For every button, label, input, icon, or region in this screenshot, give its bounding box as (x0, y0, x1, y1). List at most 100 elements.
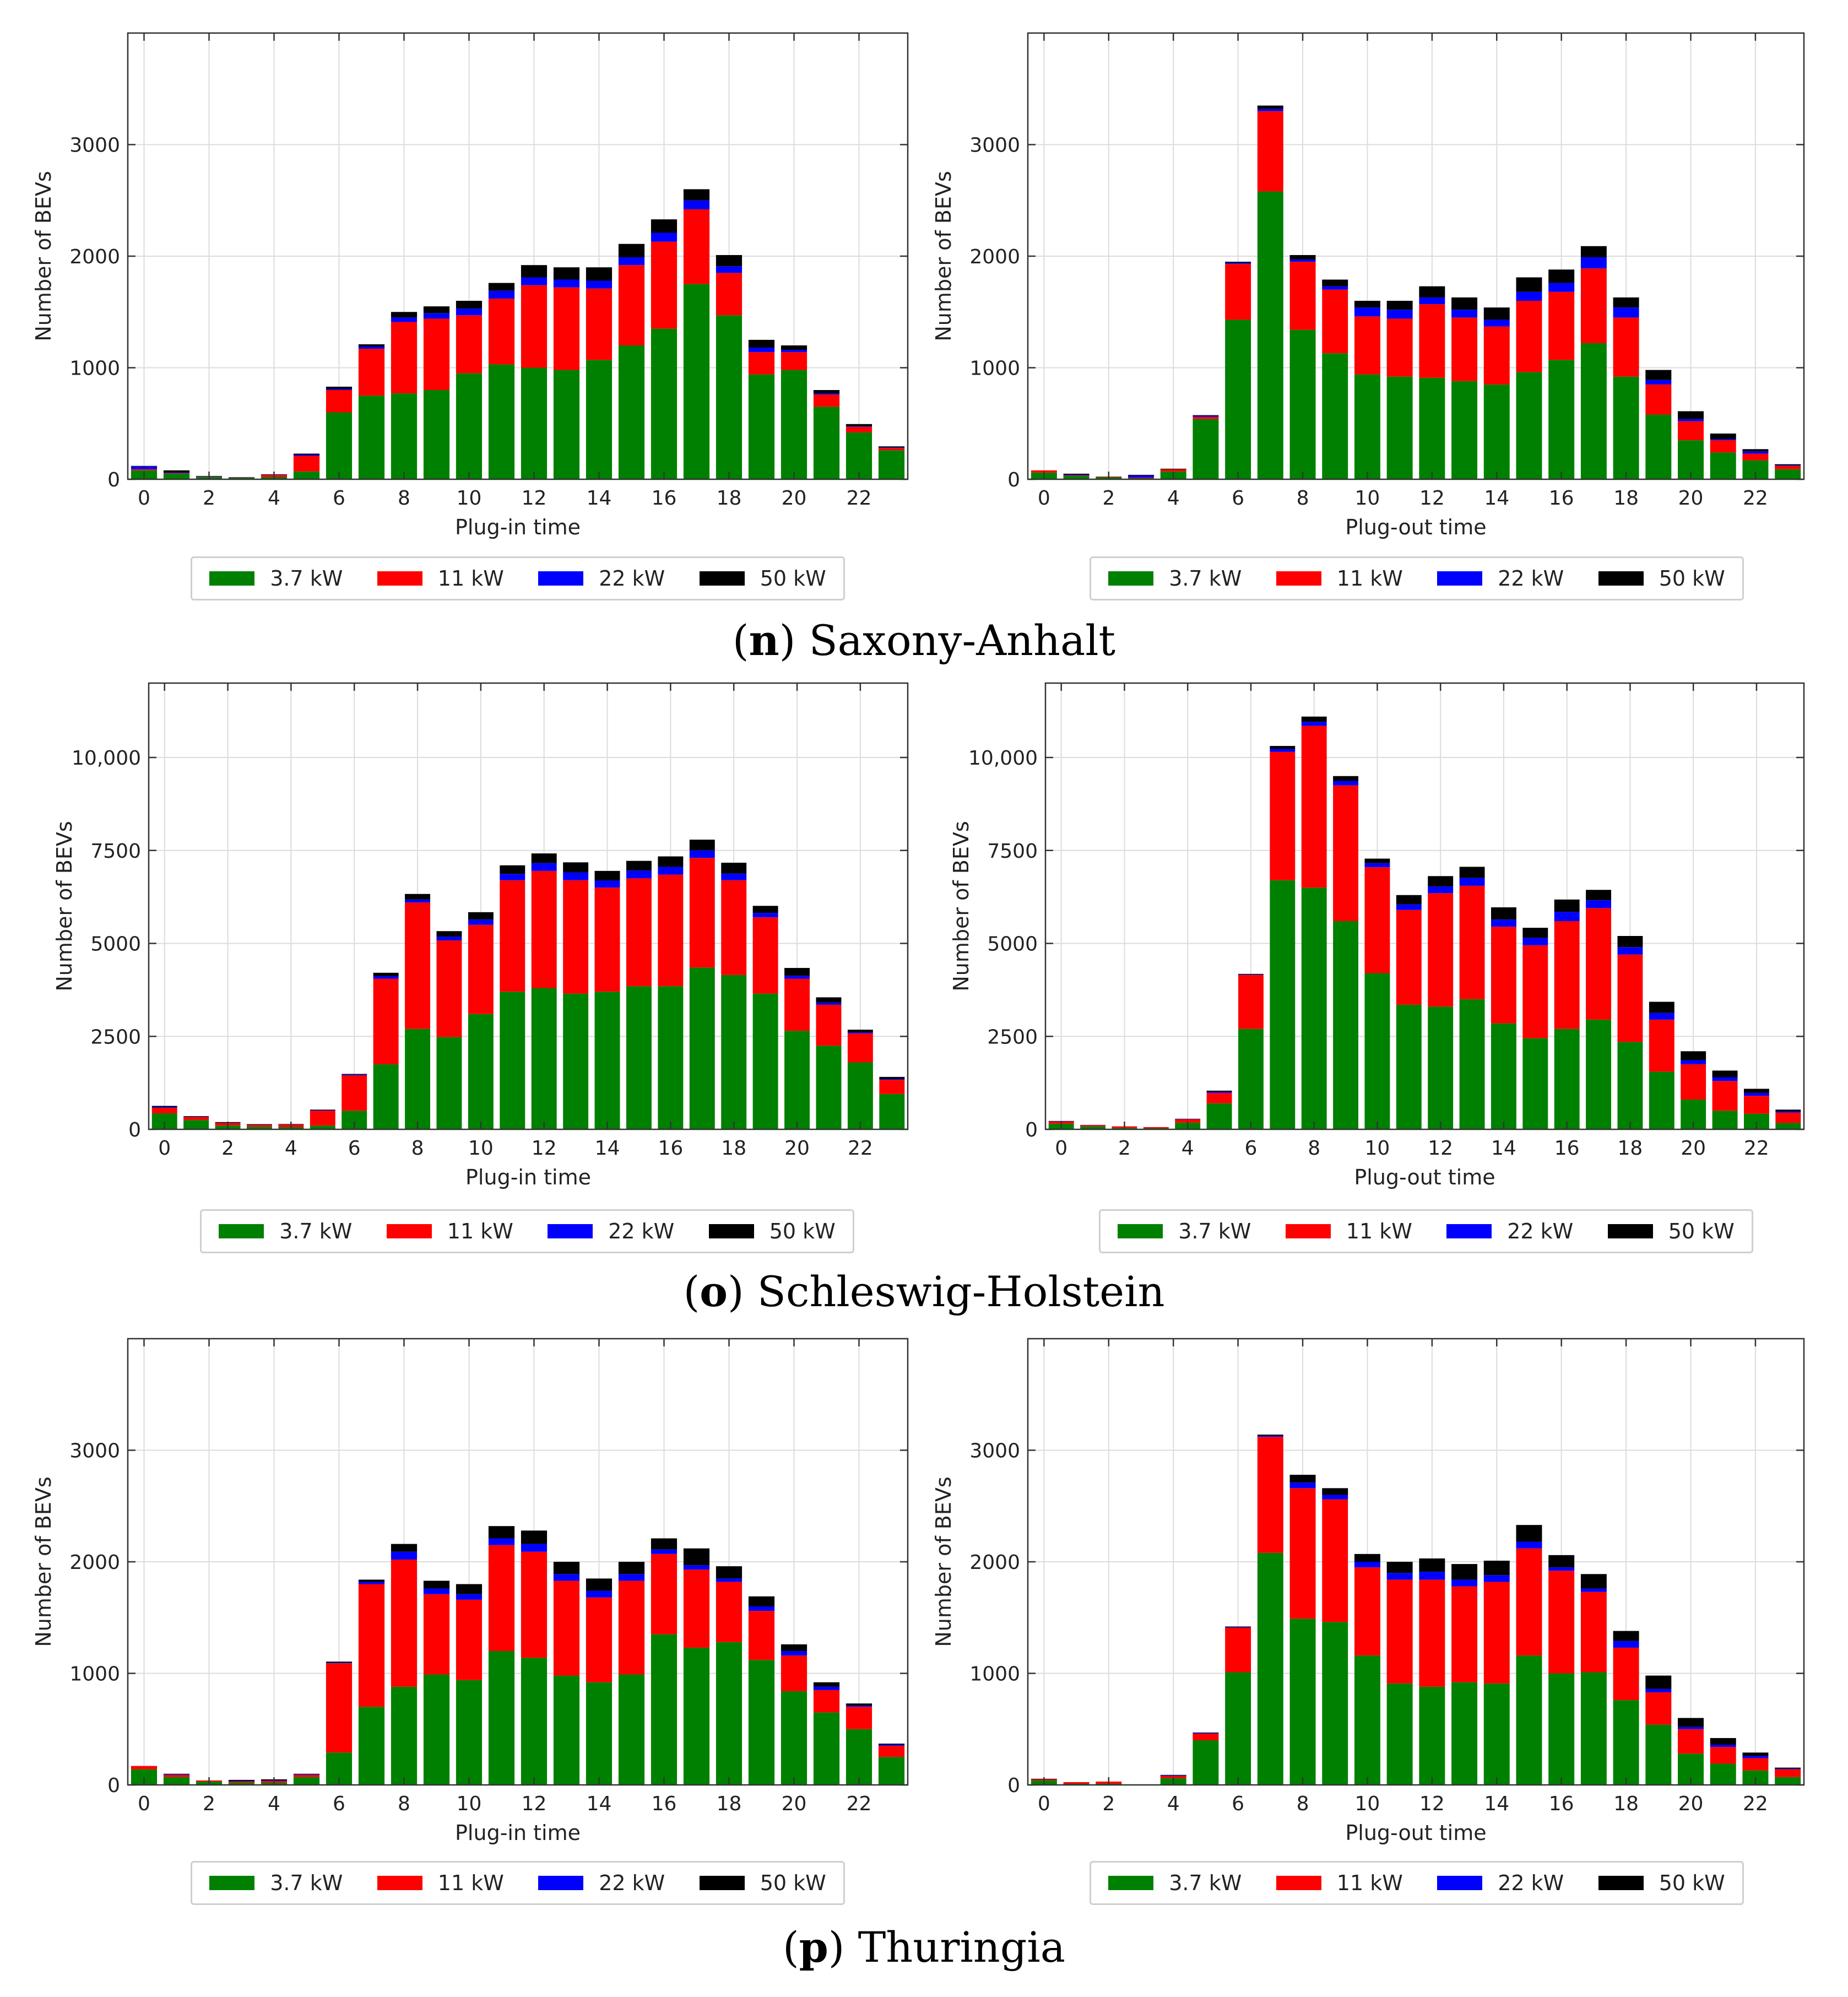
legend-swatch (1598, 1876, 1644, 1890)
x-tick-label: 4 (285, 1137, 297, 1160)
bar-segment-50-kW (1428, 876, 1454, 887)
x-tick-label: 12 (1419, 1793, 1445, 1815)
bar-segment-50-kW (1289, 1475, 1316, 1483)
y-tick-label: 2000 (69, 246, 120, 268)
bar-segment-11-kW (618, 265, 645, 345)
legend-swatch (1276, 571, 1321, 586)
bar-segment-11-kW (293, 456, 320, 472)
legend-swatch (1598, 571, 1644, 586)
x-tick-label: 12 (1428, 1137, 1453, 1160)
bar-segment-22-kW (436, 937, 462, 941)
bar-segment-50-kW (553, 1562, 580, 1574)
bar-segment-50-kW (436, 931, 462, 937)
bar-segment-22-kW (781, 350, 808, 353)
bar-segment-3-7-kW (436, 1037, 462, 1129)
bar-segment-22-kW (553, 1574, 580, 1581)
bar-segment-11-kW (488, 298, 515, 365)
y-tick-label: 1000 (969, 1663, 1020, 1686)
bar-segment-50-kW (163, 470, 190, 473)
bar-segment-22-kW (1128, 475, 1154, 478)
bar-segment-22-kW (500, 874, 525, 880)
chart-panel-o-plug-in: 0 2 4 6 8 10 12 14 16 18 20 22 0 2500 5000 7500 10,000 Pl… (0, 650, 925, 1203)
bar-segment-50-kW (1710, 1738, 1736, 1745)
bar-segment-3-7-kW (1386, 1683, 1413, 1785)
caption-label: p (799, 1923, 828, 1972)
bar-segment-11-kW (1289, 262, 1316, 330)
bar-segment-3-7-kW (553, 370, 580, 479)
chart-p-plug-out: 0 2 4 6 8 10 12 14 16 18 20 22 0 1000 2000 3000 Plug-out… (931, 1338, 1805, 1845)
bar-segment-11-kW (1289, 1488, 1316, 1619)
bar-segment-11-kW (1548, 291, 1575, 360)
bar-segment-3-7-kW (358, 396, 385, 479)
bar-segment-50-kW (1710, 433, 1736, 440)
bar-segment-50-kW (423, 1581, 450, 1589)
bar-segment-11-kW (468, 924, 494, 1014)
x-tick-label: 10 (1355, 1793, 1380, 1815)
bar-segment-3-7-kW (658, 986, 684, 1129)
bar-segment-3-7-kW (1710, 1763, 1736, 1785)
bar-segment-50-kW (1063, 473, 1090, 475)
bar-segment-22-kW (846, 426, 872, 427)
bar-segment-22-kW (1270, 749, 1296, 752)
bar-segment-22-kW (326, 388, 353, 390)
bar-segment-50-kW (358, 1579, 385, 1582)
bar-segment-3-7-kW (1710, 452, 1736, 479)
bar-segment-3-7-kW (423, 1674, 450, 1785)
bar-segment-50-kW (488, 283, 515, 291)
bar-segment-50-kW (594, 870, 620, 881)
x-tick-label: 18 (721, 1137, 746, 1160)
bar-segment-50-kW (1257, 105, 1283, 109)
bar-segment-11-kW (1742, 1758, 1769, 1771)
legend-label: 22 kW (599, 566, 665, 591)
bar-segment-22-kW (658, 867, 684, 875)
bar-segment-22-kW (468, 919, 494, 925)
bar-segment-50-kW (553, 267, 580, 280)
bar-segment-3-7-kW (1645, 1724, 1672, 1785)
bar-segment-50-kW (373, 972, 399, 976)
bar-segment-22-kW (1645, 380, 1672, 385)
bar-segment-50-kW (1742, 1752, 1769, 1756)
bar-segment-3-7-kW (1419, 1686, 1445, 1785)
bar-segment-22-kW (521, 277, 548, 285)
bar-segment-11-kW (651, 1554, 678, 1635)
bar-segment-11-kW (1775, 1769, 1801, 1777)
bar-segment-22-kW (1419, 1572, 1445, 1580)
legend-item: 50 kW (1598, 1871, 1725, 1895)
bar-segment-11-kW (1225, 264, 1251, 320)
legend-label: 22 kW (1498, 566, 1564, 591)
bar-segment-3-7-kW (1483, 384, 1510, 479)
bar-segment-3-7-kW (488, 364, 515, 479)
bar-segment-3-7-kW (1516, 1655, 1542, 1785)
bar-segment-22-kW (1364, 863, 1390, 868)
bar-segment-11-kW (689, 858, 715, 968)
bar-segment-22-kW (1206, 1091, 1232, 1093)
bar-segment-22-kW (1613, 307, 1639, 318)
bar-segment-50-kW (1743, 1089, 1769, 1093)
bar-segment-50-kW (748, 1596, 775, 1606)
legend-swatch (1437, 571, 1483, 586)
legend-item: 22 kW (538, 566, 665, 591)
bar-segment-11-kW (310, 1111, 335, 1126)
bar-segment-22-kW (752, 913, 778, 918)
bar-segment-22-kW (1613, 1641, 1639, 1648)
bar-segment-11-kW (594, 887, 620, 992)
bar-segment-3-7-kW (1775, 1777, 1801, 1785)
bar-segment-11-kW (1063, 1782, 1090, 1784)
legend-swatch (538, 571, 584, 586)
bar-segment-50-kW (1678, 1718, 1704, 1727)
bar-segment-50-kW (1354, 1554, 1380, 1562)
x-tick-label: 8 (398, 1793, 410, 1815)
bar-segment-11-kW (228, 477, 255, 478)
bar-segment-50-kW (1206, 1090, 1232, 1092)
bar-segment-50-kW (1580, 1574, 1607, 1589)
bar-segment-50-kW (752, 906, 778, 913)
bar-segment-22-kW (847, 1032, 873, 1033)
bar-segment-22-kW (1522, 938, 1548, 945)
bar-segment-3-7-kW (1225, 320, 1251, 479)
bar-segment-11-kW (1257, 1437, 1283, 1553)
bar-segment-11-kW (1451, 317, 1478, 381)
bar-segment-50-kW (878, 446, 905, 448)
legend-swatch (1607, 1224, 1653, 1238)
bar-segment-22-kW (151, 1107, 177, 1108)
bar-segment-3-7-kW (358, 1707, 385, 1785)
